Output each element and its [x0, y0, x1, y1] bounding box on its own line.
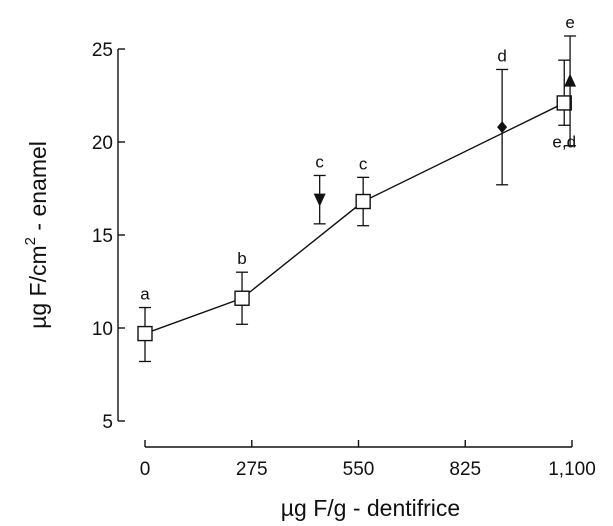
y-axis-label-tail: - enamel: [25, 141, 51, 237]
x-tick-label: 0: [140, 459, 151, 480]
significance-label: d: [497, 46, 506, 65]
triangle-down-marker: [313, 193, 326, 207]
axes: [117, 49, 572, 448]
y-tick-label: 10: [92, 319, 113, 340]
significance-label: c: [359, 154, 368, 173]
x-tick-label: 275: [236, 459, 268, 480]
y-axis-label-superscript: 2: [22, 237, 39, 245]
significance-label: c: [315, 152, 324, 171]
y-tick-label: 5: [102, 412, 113, 433]
square-marker: [355, 193, 371, 210]
x-tick-label: 825: [449, 459, 481, 480]
significance-label: e,d: [552, 132, 576, 151]
plot-area: a b c e,d c d e: [137, 13, 577, 363]
y-ticks: 5 10 15 20 25: [92, 40, 125, 433]
x-ticks: 0 275 550 825 1,100: [140, 440, 596, 480]
square-marker: [234, 290, 250, 306]
square-marker: [137, 325, 153, 342]
significance-label: a: [140, 285, 150, 304]
y-tick-label: 15: [92, 226, 113, 247]
y-axis-label: µg F/cm2 - enamel: [22, 141, 51, 329]
diamond-marker: [497, 121, 508, 134]
y-tick-label: 20: [92, 133, 113, 154]
triangle-up-marker: [564, 73, 577, 87]
significance-label: e: [565, 13, 574, 32]
series-line: [144, 102, 565, 335]
x-axis-label: µg F/g - dentifrice: [281, 495, 460, 521]
square-marker: [556, 95, 572, 111]
significance-label: b: [237, 249, 246, 268]
y-tick-label: 25: [92, 40, 113, 61]
x-tick-label: 1,100: [548, 459, 596, 480]
x-tick-label: 550: [343, 459, 375, 480]
y-axis-label-main: µg F/cm: [25, 245, 51, 329]
